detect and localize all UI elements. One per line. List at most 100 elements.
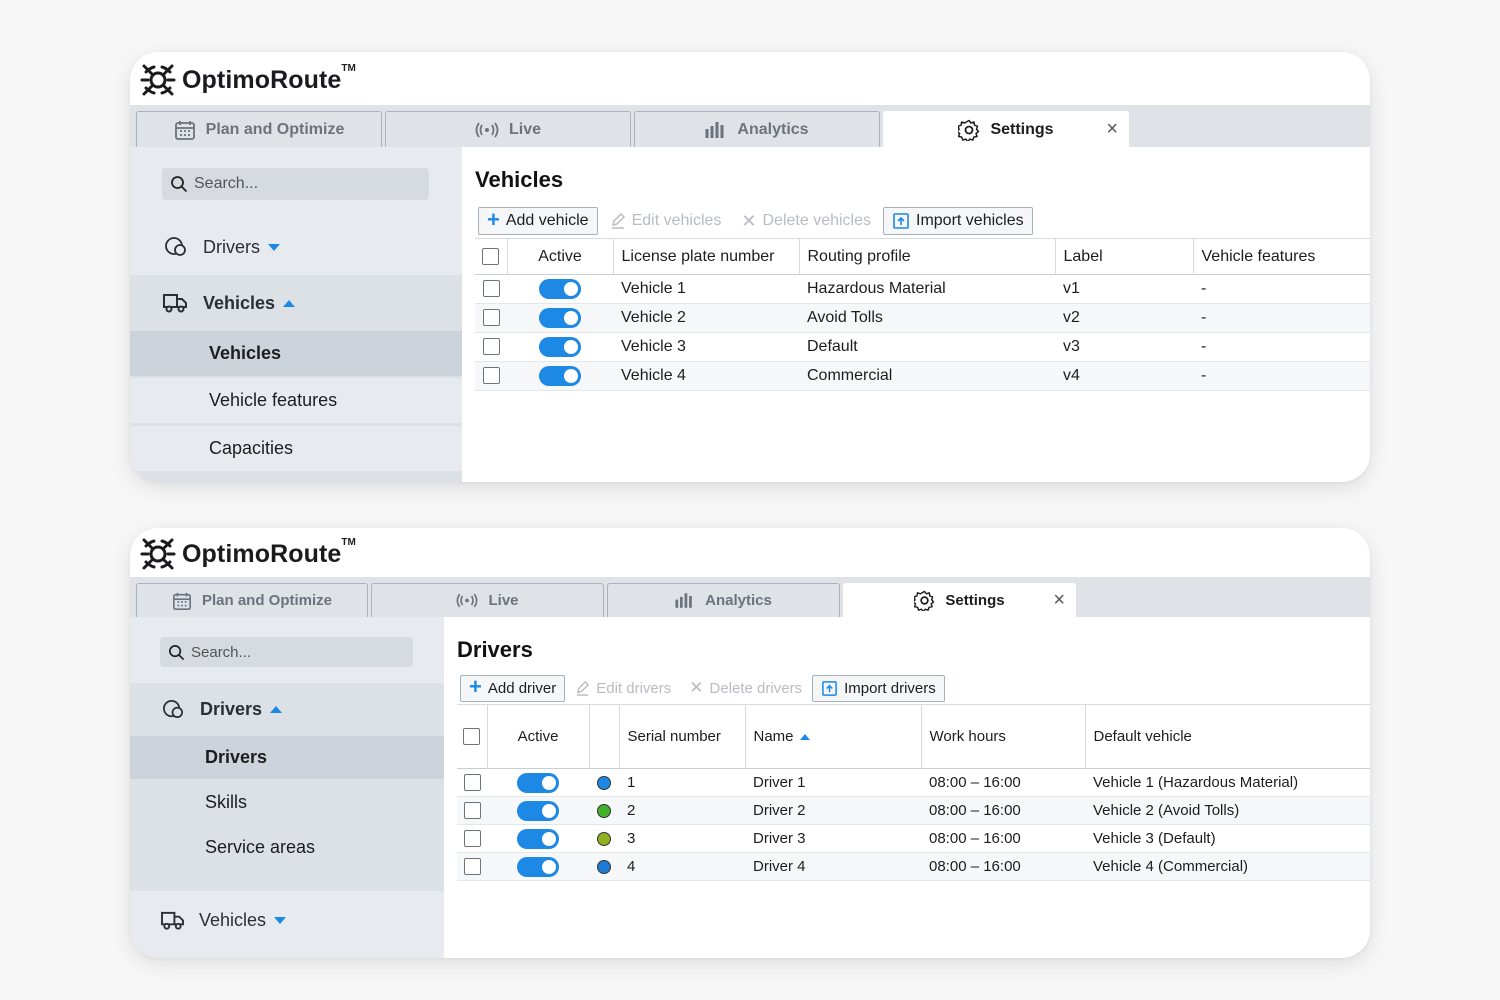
row-checkbox[interactable] (457, 852, 487, 881)
tab-plan-and-optimize[interactable]: Plan and Optimize (136, 111, 382, 147)
column-header-serial-number[interactable]: Serial number (618, 704, 745, 769)
import-drivers-button[interactable]: Import drivers (812, 674, 945, 702)
column-header-active[interactable]: Active (486, 704, 589, 769)
close-tab-icon[interactable]: × (1106, 118, 1118, 140)
select-all-checkbox[interactable] (457, 704, 487, 769)
drivers-settings-window: OptimoRoute TM Plan and Optimize Live An… (130, 528, 1370, 958)
cell-serial: 1 (619, 768, 745, 797)
drivers-table: Active Serial number Name Work hours Def… (457, 704, 1370, 881)
tab-analytics[interactable]: Analytics (607, 583, 840, 617)
active-toggle[interactable] (487, 796, 589, 825)
search-placeholder: Search... (191, 643, 252, 661)
delete-vehicles-button[interactable]: ✕ Delete vehicles (733, 207, 879, 235)
cell-plate: Vehicle 2 (613, 303, 799, 333)
truck-icon (161, 911, 184, 930)
active-toggle[interactable] (507, 361, 613, 391)
tab-settings[interactable]: Settings × (843, 583, 1076, 617)
sidebar-item-skills[interactable]: Skills (205, 792, 248, 812)
active-toggle[interactable] (487, 824, 589, 853)
sidebar-item-vehicles[interactable]: Vehicles (130, 331, 462, 376)
sidebar-section-vehicles[interactable]: Vehicles (130, 283, 462, 323)
active-toggle[interactable] (507, 274, 613, 304)
cell-plate: Vehicle 4 (613, 361, 799, 391)
table-header-row: Active Serial number Name Work hours Def… (457, 704, 1370, 769)
search-input[interactable]: Search... (162, 168, 429, 200)
tab-analytics[interactable]: Analytics (634, 111, 880, 147)
table-row[interactable]: 1 Driver 1 08:00 – 16:00 Vehicle 1 (Haza… (457, 768, 1370, 797)
sidebar: Search... Drivers Vehicles Vehicles Vehi… (130, 147, 462, 482)
column-header-label[interactable]: Label (1054, 238, 1193, 275)
search-placeholder: Search... (194, 175, 259, 192)
tab-bar: Plan and Optimize Live Analytics Setting… (130, 577, 1370, 617)
cell-profile: Commercial (799, 361, 1055, 391)
row-checkbox[interactable] (457, 824, 487, 853)
table-row[interactable]: Vehicle 2 Avoid Tolls v2 - (475, 303, 1370, 333)
cell-name: Driver 3 (745, 824, 921, 853)
tab-live[interactable]: Live (385, 111, 631, 147)
column-header-name[interactable]: Name (744, 704, 921, 769)
cell-features: - (1193, 332, 1370, 362)
drivers-toolbar: + Add driver Edit drivers ✕ Delete drivers… (460, 674, 945, 702)
delete-vehicles-label: Delete vehicles (762, 212, 872, 229)
table-row[interactable]: Vehicle 1 Hazardous Material v1 - (475, 274, 1370, 304)
import-vehicles-button[interactable]: Import vehicles (883, 207, 1033, 235)
edit-vehicles-button[interactable]: Edit vehicles (602, 207, 730, 235)
optimoroute-logo[interactable]: OptimoRoute TM (140, 60, 356, 100)
table-row[interactable]: 2 Driver 2 08:00 – 16:00 Vehicle 2 (Avoi… (457, 796, 1370, 825)
import-drivers-label: Import drivers (844, 679, 936, 697)
active-toggle[interactable] (507, 332, 613, 362)
sidebar-section-vehicles[interactable]: Vehicles (130, 900, 444, 940)
row-checkbox[interactable] (475, 303, 507, 333)
sidebar-item-capacities[interactable]: Capacities (130, 426, 462, 471)
column-header-license-plate[interactable]: License plate number (612, 238, 799, 275)
tab-label: Plan and Optimize (201, 592, 333, 609)
add-vehicle-button[interactable]: + Add vehicle (478, 207, 598, 235)
cell-hours: 08:00 – 16:00 (921, 852, 1085, 881)
sidebar-section-drivers[interactable]: Drivers (130, 227, 462, 267)
sidebar-item-service-areas[interactable]: Service areas (205, 837, 316, 857)
row-checkbox[interactable] (457, 796, 487, 825)
column-header-default-vehicle[interactable]: Default vehicle (1084, 704, 1370, 769)
active-toggle[interactable] (507, 303, 613, 333)
row-checkbox[interactable] (457, 768, 487, 797)
plus-icon: + (487, 207, 500, 232)
tab-live[interactable]: Live (371, 583, 604, 617)
add-driver-label: Add driver (487, 679, 557, 697)
active-toggle[interactable] (487, 852, 589, 881)
column-header-active[interactable]: Active (506, 238, 613, 275)
sidebar-item-drivers[interactable]: Drivers (130, 736, 444, 779)
table-row[interactable]: Vehicle 4 Commercial v4 - (475, 361, 1370, 391)
table-row[interactable]: 4 Driver 4 08:00 – 16:00 Vehicle 4 (Comm… (457, 852, 1370, 881)
sidebar-section-drivers[interactable]: Drivers (130, 689, 444, 729)
search-input[interactable]: Search... (160, 637, 413, 667)
table-row[interactable]: 3 Driver 3 08:00 – 16:00 Vehicle 3 (Defa… (457, 824, 1370, 853)
row-checkbox[interactable] (475, 361, 507, 391)
vehicles-toolbar: + Add vehicle Edit vehicles ✕ Delete vehic… (478, 207, 1033, 235)
active-toggle[interactable] (487, 768, 589, 797)
column-header-routing-profile[interactable]: Routing profile (798, 238, 1055, 275)
tab-plan-and-optimize[interactable]: Plan and Optimize (136, 583, 368, 617)
cell-hours: 08:00 – 16:00 (921, 768, 1085, 797)
row-checkbox[interactable] (475, 274, 507, 304)
sidebar-vehicles-label: Vehicles (199, 910, 287, 931)
column-header-work-hours[interactable]: Work hours (920, 704, 1085, 769)
search-icon (171, 176, 188, 193)
sidebar-item-vehicle-features[interactable]: Vehicle features (130, 378, 462, 423)
column-header-vehicle-features[interactable]: Vehicle features (1192, 238, 1370, 275)
delete-drivers-button[interactable]: ✕ Delete drivers (681, 674, 810, 702)
tab-settings[interactable]: Settings × (883, 111, 1129, 147)
edit-vehicles-label: Edit vehicles (631, 212, 722, 229)
add-driver-button[interactable]: + Add driver (460, 674, 566, 702)
tab-label: Plan and Optimize (205, 120, 345, 138)
row-checkbox[interactable] (475, 332, 507, 362)
cell-name: Driver 1 (745, 768, 921, 797)
brand-name: OptimoRoute (182, 539, 342, 568)
table-row[interactable]: Vehicle 3 Default v3 - (475, 332, 1370, 362)
edit-drivers-button[interactable]: Edit drivers (567, 674, 679, 702)
optimoroute-logo[interactable]: OptimoRoute TM (140, 534, 356, 574)
select-all-checkbox[interactable] (475, 238, 507, 275)
sidebar-vehicles-label: Vehicles (203, 293, 296, 314)
close-tab-icon[interactable]: × (1053, 589, 1065, 611)
cell-serial: 3 (619, 824, 745, 853)
cell-plate: Vehicle 3 (613, 332, 799, 362)
